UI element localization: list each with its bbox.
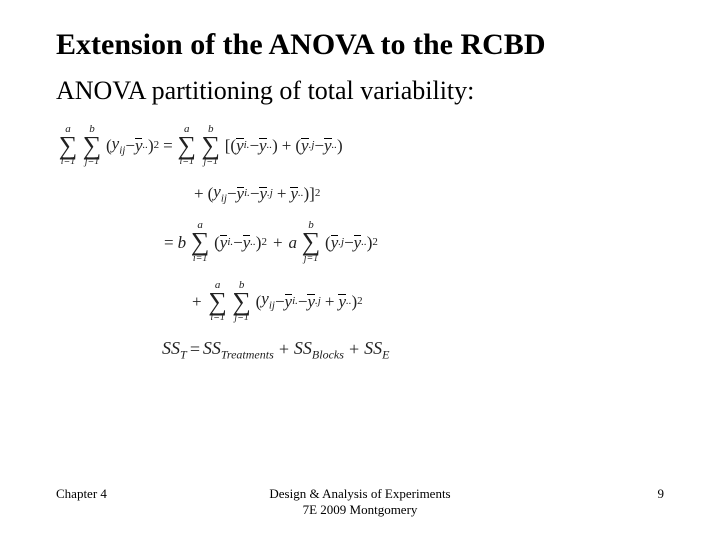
term-yij-ydd-sq: ( yij − y.. )2 — [106, 135, 159, 156]
eq-row-ss: SST = SSTreatments + SSBlocks + SSE — [162, 339, 664, 361]
ss-error: SSE — [364, 339, 389, 361]
term-error-sq: ( yij − yi. − y.j + y.. )2 — [256, 290, 363, 311]
sigma-j-icon: b ∑ j=1 — [199, 124, 223, 167]
ss-total: SST — [162, 339, 187, 361]
footer-source: Design & Analysis of Experiments 7E 2009… — [146, 486, 574, 518]
footer-line2: 7E 2009 Montgomery — [146, 502, 574, 518]
slide-subtitle: ANOVA partitioning of total variability: — [56, 76, 664, 106]
footer-page-number: 9 — [574, 486, 664, 502]
term-residual-sq: + ( yij − yi. − y.j + y.. )]2 — [190, 183, 320, 204]
slide-page: Extension of the ANOVA to the RCBD ANOVA… — [0, 0, 720, 540]
sigma-i-icon: a ∑ i=1 — [175, 124, 199, 167]
sigma-j-icon: b ∑ j=1 — [230, 280, 254, 323]
coef-b: b — [178, 234, 187, 251]
equals: = — [163, 137, 173, 154]
equation-block: a ∑ i=1 b ∑ j=1 ( yij − y.. )2 = a ∑ i=1 — [56, 124, 664, 360]
equals: = — [164, 234, 174, 251]
ss-treatments: SSTreatments — [203, 339, 274, 361]
footer-chapter: Chapter 4 — [56, 486, 146, 502]
sigma-bot: i=1 — [61, 157, 76, 167]
term-treat-sq: ( yi. − y.. )2 — [214, 234, 267, 251]
sigma-i-icon: a ∑ i=1 — [206, 280, 230, 323]
sigma-i-icon: a ∑ i=1 — [188, 220, 212, 263]
slide-title: Extension of the ANOVA to the RCBD — [56, 28, 664, 62]
eq-row-2: + ( yij − yi. − y.j + y.. )]2 — [188, 183, 664, 204]
sigma-bot: j=1 — [85, 157, 100, 167]
footer-line1: Design & Analysis of Experiments — [146, 486, 574, 502]
eq-row-3: = b a ∑ i=1 ( yi. − y.. )2 + a b ∑ j=1 — [162, 220, 664, 263]
sigma-i-icon: a ∑ i=1 — [56, 124, 80, 167]
ss-blocks: SSBlocks — [294, 339, 344, 361]
sigma-symbol: ∑ — [59, 135, 78, 157]
eq-row-1: a ∑ i=1 b ∑ j=1 ( yij − y.. )2 = a ∑ i=1 — [56, 124, 664, 167]
sigma-j-icon: b ∑ j=1 — [299, 220, 323, 263]
sigma-j-icon: b ∑ j=1 — [80, 124, 104, 167]
term-block-sq: ( y.j − y.. )2 — [325, 234, 378, 251]
coef-a: a — [289, 234, 298, 251]
slide-footer: Chapter 4 Design & Analysis of Experimen… — [0, 486, 720, 518]
sigma-symbol: ∑ — [83, 135, 102, 157]
eq-row-4: + a ∑ i=1 b ∑ j=1 ( yij − yi. − y.j + y.… — [188, 280, 664, 323]
term-bracket-open: [( yi. − y.. ) + ( y.j − y.. ) — [225, 137, 343, 154]
